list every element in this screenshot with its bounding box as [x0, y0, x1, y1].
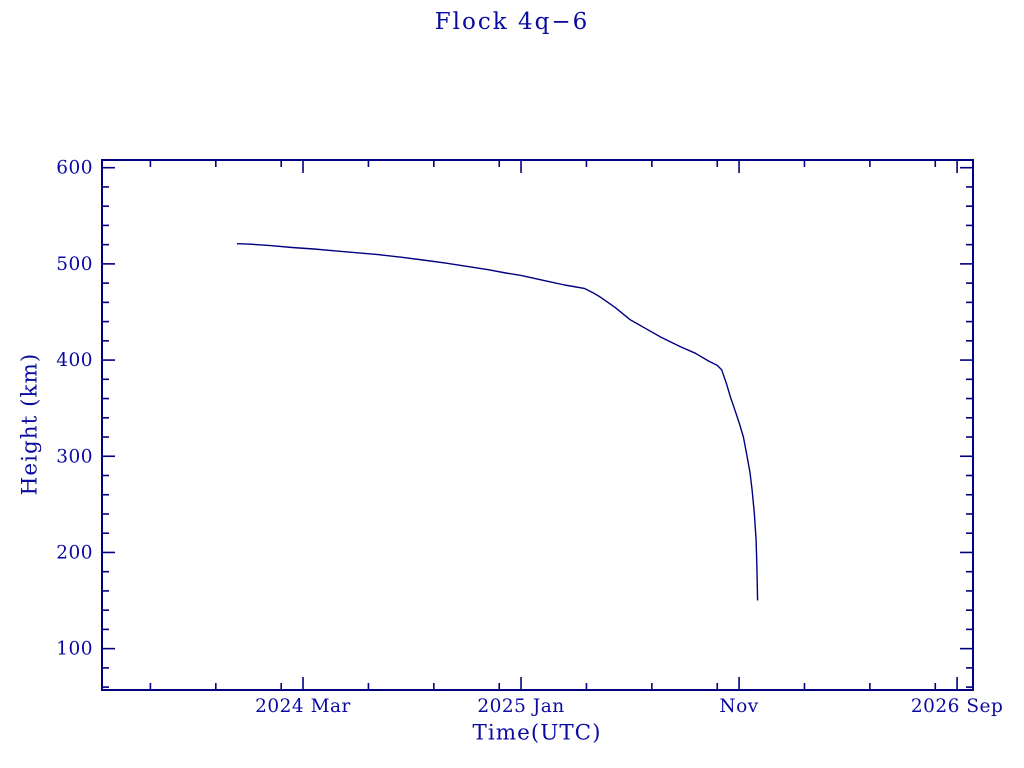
x-tick-label: 2025 Jan [477, 696, 564, 717]
chart-title: Flock 4q−6 [434, 9, 590, 35]
plot-frame [101, 159, 974, 691]
height-curve [236, 243, 759, 601]
y-tick-label: 300 [56, 446, 93, 467]
x-tick-label: 2024 Mar [255, 696, 351, 717]
x-axis-label: Time(UTC) [472, 720, 602, 746]
y-tick-label: 100 [56, 639, 93, 660]
y-tick-label: 400 [56, 350, 93, 371]
x-tick-label: Nov [719, 696, 758, 717]
y-tick-label: 200 [56, 542, 93, 563]
x-tick-label: 2026 Sep [911, 696, 1003, 717]
y-tick-label: 600 [56, 158, 93, 179]
y-tick-label: 500 [56, 254, 93, 275]
